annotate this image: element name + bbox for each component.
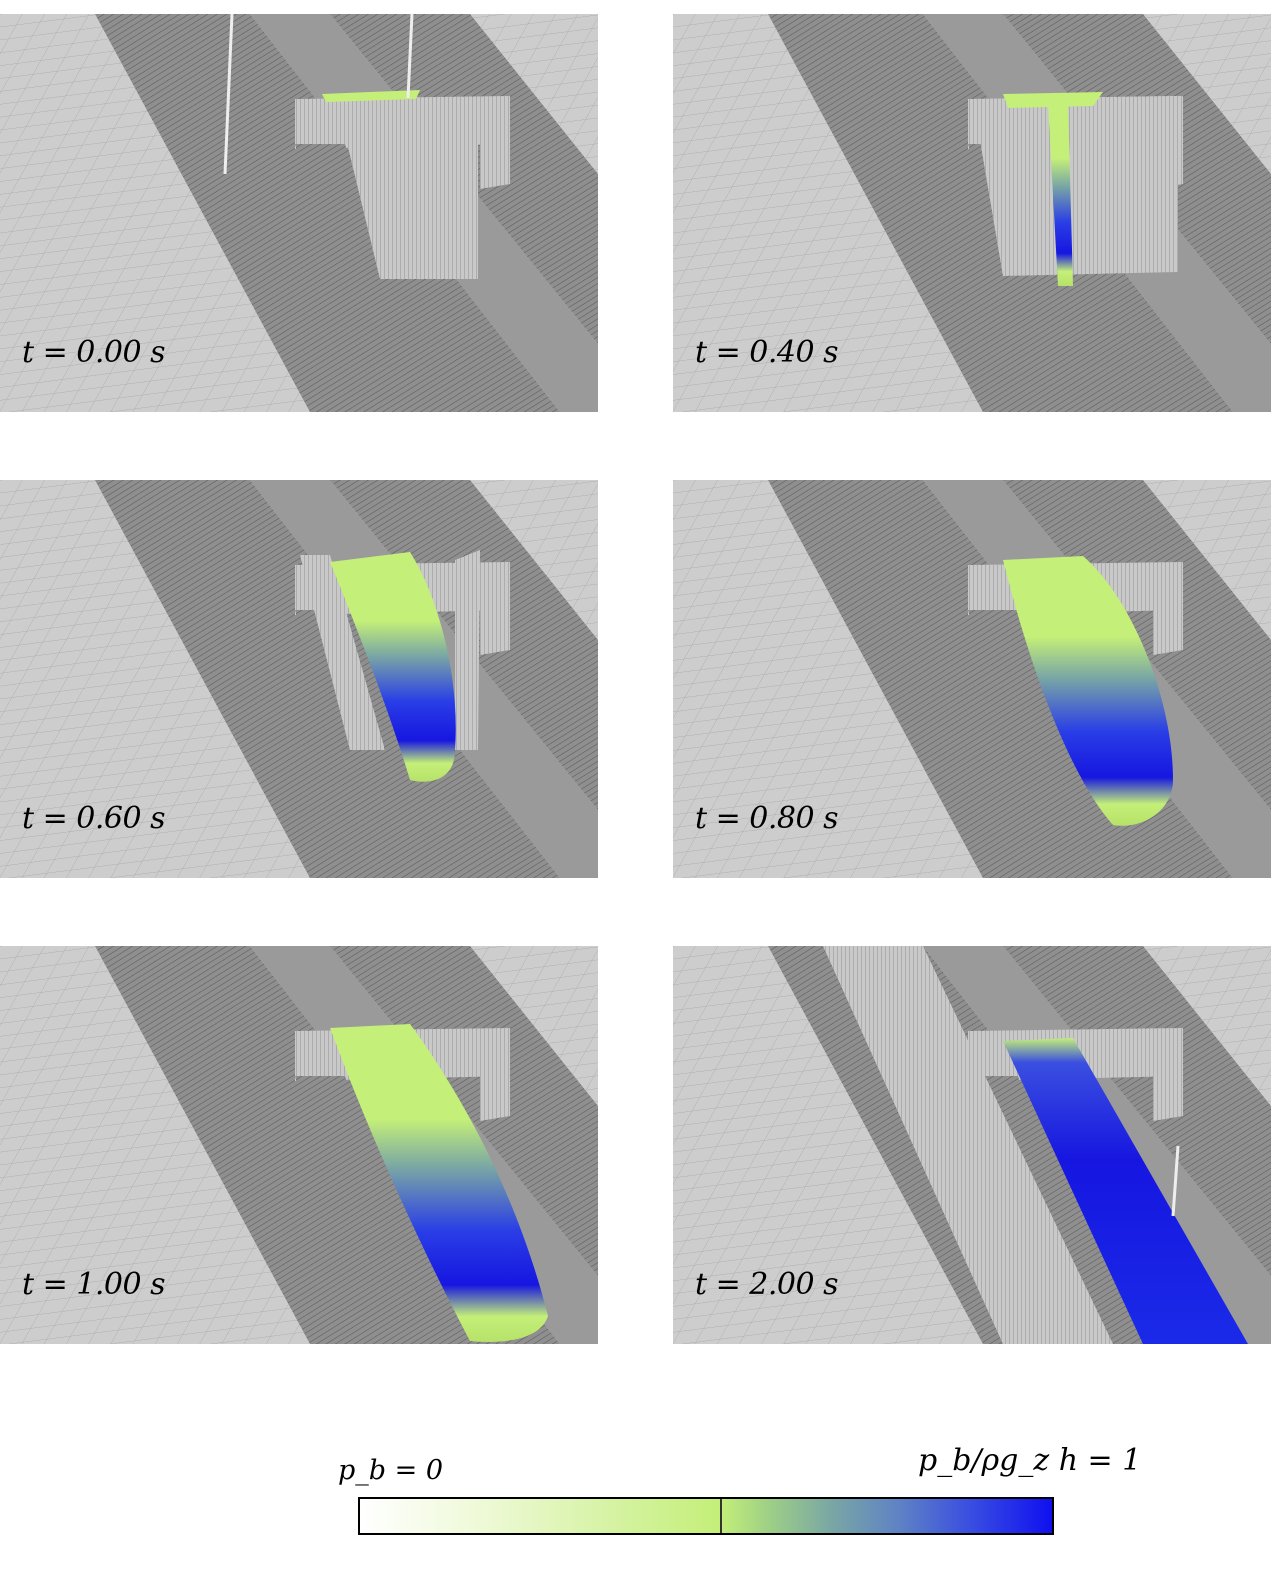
gate-wall-right xyxy=(455,550,480,750)
channel-slope-right xyxy=(1003,946,1271,1276)
snapshot-panel-t080: t = 0.80 s xyxy=(673,480,1271,878)
time-label: t = 0.00 s xyxy=(22,335,166,370)
time-label: t = 0.60 s xyxy=(22,801,166,836)
time-label: t = 2.00 s xyxy=(695,1267,839,1302)
snapshot-panel-t060: t = 0.60 s xyxy=(0,480,598,878)
release-box-side-right xyxy=(480,1076,510,1121)
release-box-side-right xyxy=(1153,610,1183,655)
time-label: t = 0.40 s xyxy=(695,335,839,370)
pressure-colorbar xyxy=(358,1497,1054,1535)
release-box-side-right xyxy=(480,144,510,189)
time-label: t = 0.80 s xyxy=(695,801,839,836)
flow-mass xyxy=(330,1024,548,1342)
release-box-side-right xyxy=(1153,1076,1183,1121)
terrain-render xyxy=(673,14,1271,412)
terrain-render xyxy=(0,14,598,412)
release-box-side-left xyxy=(295,1076,385,1214)
release-box-front xyxy=(340,114,478,279)
terrain-render xyxy=(673,946,1271,1344)
flow-mass xyxy=(1003,1038,1248,1344)
legend-min-label: p_b = 0 xyxy=(338,1455,444,1486)
flow-mass xyxy=(330,552,456,782)
flow-column xyxy=(1048,104,1073,286)
snapshot-panel-t100: t = 1.00 s xyxy=(0,946,598,1344)
terrain-render xyxy=(673,480,1271,878)
release-box-side-left xyxy=(968,610,1058,748)
colorbar-tick xyxy=(719,1499,722,1533)
flow-top xyxy=(1003,92,1103,108)
release-box-side-left xyxy=(295,144,385,282)
gate-walls xyxy=(973,96,1178,276)
lateral-wall xyxy=(823,946,1113,1344)
snapshot-panel-t200: t = 2.00 s xyxy=(673,946,1271,1344)
release-box-side-right xyxy=(480,610,510,655)
gate-wire xyxy=(1171,1145,1180,1217)
time-label: t = 1.00 s xyxy=(22,1267,166,1302)
gate-wire-left xyxy=(223,14,234,175)
terrain-render xyxy=(0,946,598,1344)
terrain-render xyxy=(0,480,598,878)
gate-wire-right xyxy=(406,14,414,99)
snapshot-panel-t000: t = 0.00 s xyxy=(0,14,598,412)
snapshot-panel-t040: t = 0.40 s xyxy=(673,14,1271,412)
flow-top xyxy=(322,90,420,102)
gate-wall-left xyxy=(300,555,385,750)
legend-max-label: p_b/ρg_z h = 1 xyxy=(918,1443,1142,1478)
flow-mass xyxy=(1003,556,1173,826)
